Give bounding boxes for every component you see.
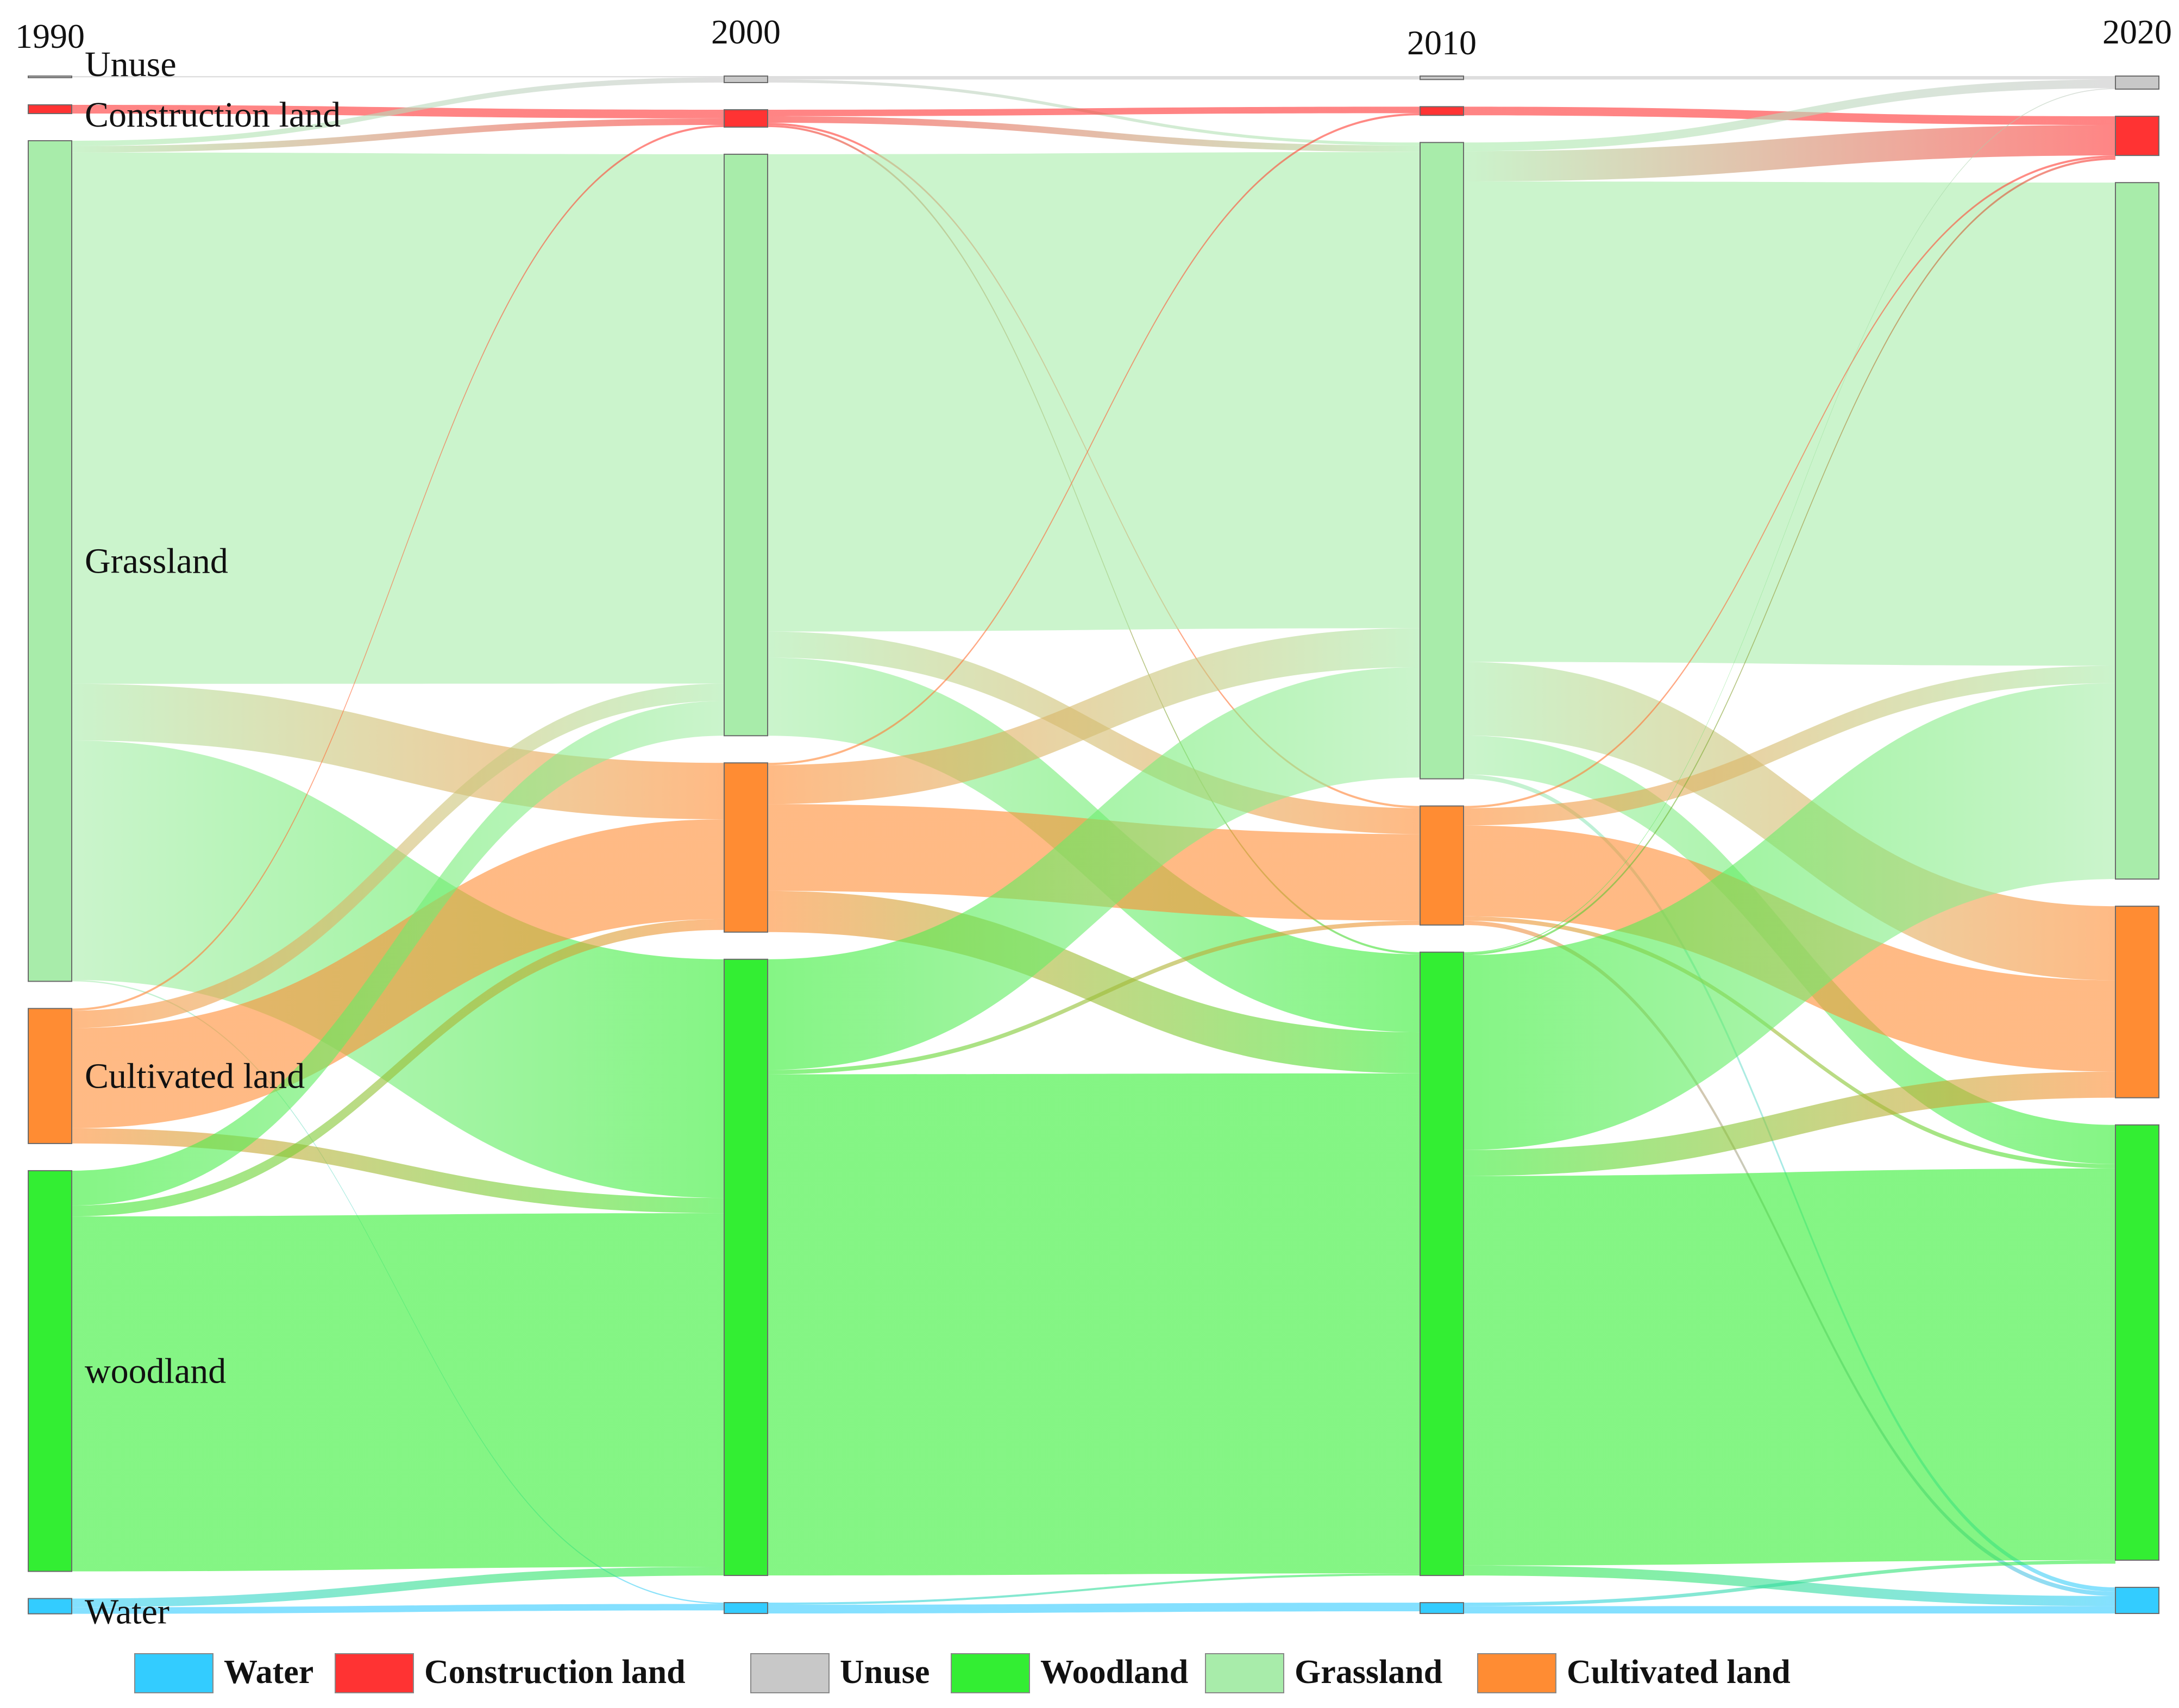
node-2000-water — [724, 1602, 768, 1615]
labels-layer: 1990 2000 2010 2020 Unuse Construction land Gr… — [15, 12, 2172, 1632]
flow-2000-cultivated-to-2010-grassland — [768, 628, 1420, 805]
flow-2000-construction-to-2010-construction — [768, 106, 1420, 116]
flow-2010-unuse-to-2020-unuse — [1464, 76, 2115, 80]
node-label-cultivated: Cultivated land — [85, 1057, 305, 1096]
legend-swatch — [134, 1653, 213, 1693]
flow-2000-woodland-to-2010-cultivated — [768, 920, 1420, 1075]
flow-2010-woodland-to-2020-construction — [1464, 158, 2115, 956]
legend-item: Grassland — [1205, 1653, 1442, 1693]
node-2000-construction — [724, 109, 768, 128]
legend-swatch — [1205, 1653, 1284, 1693]
flow-2010-grassland-to-2020-construction — [1464, 125, 2115, 182]
node-2010-construction — [1420, 106, 1464, 116]
node-1990-unuse — [28, 76, 72, 78]
legend-swatch — [951, 1653, 1030, 1693]
legend-item: Woodland — [951, 1653, 1188, 1693]
node-2020-cultivated — [2115, 906, 2159, 1098]
legend-swatch — [335, 1653, 414, 1693]
year-label-1990: 1990 — [15, 17, 85, 55]
node-2000-cultivated — [724, 762, 768, 933]
legend-item: Construction land — [335, 1653, 686, 1693]
node-1990-cultivated — [28, 1008, 72, 1144]
legend-item: Cultivated land — [1477, 1653, 1791, 1693]
flow-2010-cultivated-to-2020-construction — [1464, 155, 2115, 808]
node-2000-woodland — [724, 958, 768, 1577]
node-2010-water — [1420, 1602, 1464, 1615]
node-1990-grassland — [28, 140, 72, 982]
nodes-layer — [28, 76, 2159, 1615]
node-2020-water — [2115, 1586, 2159, 1615]
node-label-grassland: Grassland — [85, 542, 228, 581]
node-2010-unuse — [1420, 76, 1464, 80]
node-2020-construction — [2115, 116, 2159, 156]
flow-2010-woodland-to-2020-woodland — [1464, 1168, 2115, 1566]
legend-label: Construction land — [424, 1654, 686, 1691]
node-2010-cultivated — [1420, 805, 1464, 926]
flow-1990-grassland-to-2000-grassland — [72, 152, 724, 684]
flow-2010-woodland-to-2020-unuse — [1464, 88, 2115, 953]
flow-1990-cultivated-to-2000-grassland — [72, 683, 724, 1028]
flow-2010-woodland-to-2020-grassland — [1464, 683, 2115, 1150]
flow-2000-woodland-to-2010-grassland — [768, 667, 1420, 1070]
flow-2010-cultivated-to-2020-woodland — [1464, 916, 2115, 1169]
year-label-2010: 2010 — [1407, 23, 1477, 62]
legend-label: Woodland — [1040, 1654, 1188, 1691]
node-2010-grassland — [1420, 142, 1464, 780]
flow-2010-grassland-to-2020-grassland — [1464, 181, 2115, 666]
legend-label: Water — [224, 1654, 313, 1691]
flow-1990-cultivated-to-2000-construction — [72, 124, 724, 1011]
flow-2010-cultivated-to-2020-grassland — [1464, 665, 2115, 826]
flow-2010-water-to-2020-woodland — [1464, 1560, 2115, 1606]
flow-1990-cultivated-to-2000-cultivated — [72, 819, 724, 1128]
flow-1990-woodland-to-2000-cultivated — [72, 919, 724, 1217]
node-1990-construction — [28, 104, 72, 115]
node-2020-woodland — [2115, 1124, 2159, 1561]
node-2000-unuse — [724, 76, 768, 83]
flow-1990-woodland-to-2000-woodland — [72, 1213, 724, 1572]
flow-2000-cultivated-to-2010-construction — [768, 113, 1420, 765]
flow-1990-unuse-to-2000-unuse — [72, 76, 724, 78]
node-label-woodland: woodland — [85, 1352, 226, 1391]
legend: Water Construction land Unuse Woodland Grass… — [134, 1653, 1791, 1693]
flow-2010-water-to-2020-water — [1464, 1606, 2115, 1613]
legend-label: Unuse — [840, 1654, 930, 1691]
flow-1990-woodland-to-2000-grassland — [72, 701, 724, 1206]
flow-2010-grassland-to-2020-unuse — [1464, 79, 2115, 152]
flow-2010-woodland-to-2020-water — [1464, 1565, 2115, 1606]
node-1990-water — [28, 1598, 72, 1615]
year-label-2020: 2020 — [2102, 12, 2172, 51]
year-label-2000: 2000 — [711, 12, 781, 51]
node-1990-woodland — [28, 1170, 72, 1572]
legend-label: Cultivated land — [1567, 1654, 1791, 1691]
flow-2010-woodland-to-2020-cultivated — [1464, 1071, 2115, 1176]
flow-2000-unuse-to-2010-unuse — [768, 76, 1420, 80]
node-2020-grassland — [2115, 182, 2159, 880]
legend-item: Unuse — [750, 1653, 930, 1693]
flow-2000-water-to-2010-woodland — [768, 1573, 1420, 1605]
flow-2000-woodland-to-2010-woodland — [768, 1073, 1420, 1576]
node-label-unuse: Unuse — [85, 45, 177, 84]
flow-1990-grassland-to-2000-construction — [72, 118, 724, 153]
node-2010-woodland — [1420, 951, 1464, 1577]
flow-1990-grassland-to-2000-unuse — [72, 77, 724, 146]
node-label-construction: Construction land — [85, 95, 341, 135]
flow-1990-water-to-2000-water — [72, 1604, 724, 1614]
flow-2000-construction-to-2010-grassland — [768, 116, 1420, 152]
flow-2000-grassland-to-2010-grassland — [768, 152, 1420, 632]
node-label-water: Water — [85, 1592, 169, 1632]
flow-2000-water-to-2010-water — [768, 1603, 1420, 1613]
flows-layer — [72, 76, 2115, 1614]
legend-label: Grassland — [1295, 1654, 1442, 1691]
node-2020-unuse — [2115, 76, 2159, 90]
flow-1990-water-to-2000-woodland — [72, 1567, 724, 1607]
node-2000-grassland — [724, 153, 768, 737]
legend-item: Water — [134, 1653, 313, 1693]
legend-swatch — [750, 1653, 830, 1693]
legend-swatch — [1477, 1653, 1556, 1693]
